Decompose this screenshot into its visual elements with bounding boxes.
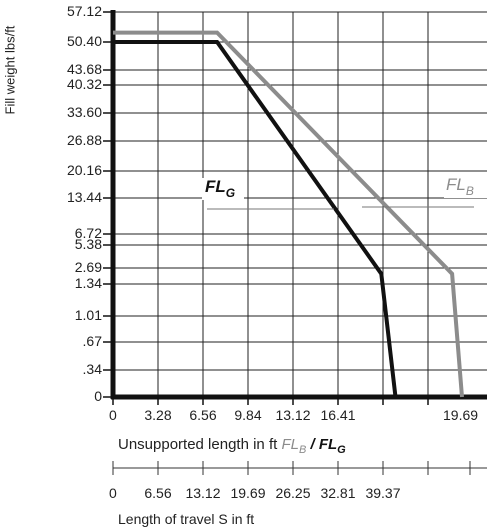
series-annotations: FLG FLB xyxy=(202,175,487,210)
x-tick-label: 16.41 xyxy=(320,407,355,423)
y-tick-label: 40.32 xyxy=(67,76,102,92)
y-tick-label: 1.34 xyxy=(75,275,102,291)
annotation-fl-b-background xyxy=(444,176,487,198)
x-tick-label: 13.12 xyxy=(275,407,310,423)
y-tick-label: 13.44 xyxy=(67,189,102,205)
y-tick-label: .67 xyxy=(83,333,103,349)
y-tick-label: 33.60 xyxy=(67,104,102,120)
x-tick-label: 0 xyxy=(109,407,117,423)
x-axis-label-fl-b: FLB xyxy=(281,436,307,456)
y-tick-label: 50.40 xyxy=(67,33,102,49)
y-tick-label: 2.69 xyxy=(75,259,102,275)
x2-tick-label: 13.12 xyxy=(185,485,220,501)
x-tick-label: 6.56 xyxy=(189,407,216,423)
y-tick-label: 5.38 xyxy=(75,236,102,252)
y-tick-label: 20.16 xyxy=(67,162,102,178)
x2-tick-label: 0 xyxy=(109,485,117,501)
y-tick-label: 1.01 xyxy=(75,307,102,323)
y-axis-label-wrap: Fill weight lbs/ft xyxy=(0,0,20,140)
x2-tick-label: 19.69 xyxy=(230,485,265,501)
series-line-fl-g xyxy=(113,40,398,398)
x-axis-label: Unsupported length in ft FLB / FLG xyxy=(118,436,346,456)
grid-lines xyxy=(113,11,487,397)
secondary-x-axis: 0 6.56 13.12 19.69 26.25 32.81 39.37 xyxy=(109,461,487,501)
annotation-fl-g-sub: G xyxy=(226,186,235,200)
x-axis-label-fl-g: / FLG xyxy=(306,436,346,456)
tick-labels: 0 .34 .67 1.01 1.342.69 5.386.72 13.44 20.16 26.… xyxy=(67,3,478,423)
x-axis-label-text: Unsupported length in ft xyxy=(118,436,278,453)
annotation-fl-b-sub: B xyxy=(466,184,474,198)
x-tick-label: 19.69 xyxy=(443,407,478,423)
x2-axis-label: Length of travel S in ft xyxy=(118,511,255,527)
y-tick-label: 0 xyxy=(94,388,102,404)
x-tick-label: 3.28 xyxy=(144,407,171,423)
annotation-fl-g-background xyxy=(202,178,244,200)
y-tick-label: 26.88 xyxy=(67,132,102,148)
x2-tick-label: 6.56 xyxy=(144,485,171,501)
x2-tick-label: 26.25 xyxy=(275,485,310,501)
series-line-fl-b xyxy=(113,30,464,398)
series-lines xyxy=(113,30,464,398)
y-axis-label: Fill weight lbs/ft xyxy=(2,25,18,115)
axes xyxy=(103,10,487,405)
y-tick-label: 57.12 xyxy=(67,3,102,19)
y-tick-label: 43.68 xyxy=(67,61,102,77)
x2-tick-label: 39.37 xyxy=(365,485,400,501)
y-tick-label: .34 xyxy=(83,361,103,377)
x2-tick-label: 32.81 xyxy=(320,485,355,501)
y-tick-label: 6.72 xyxy=(75,225,102,241)
x-tick-label: 9.84 xyxy=(234,407,261,423)
